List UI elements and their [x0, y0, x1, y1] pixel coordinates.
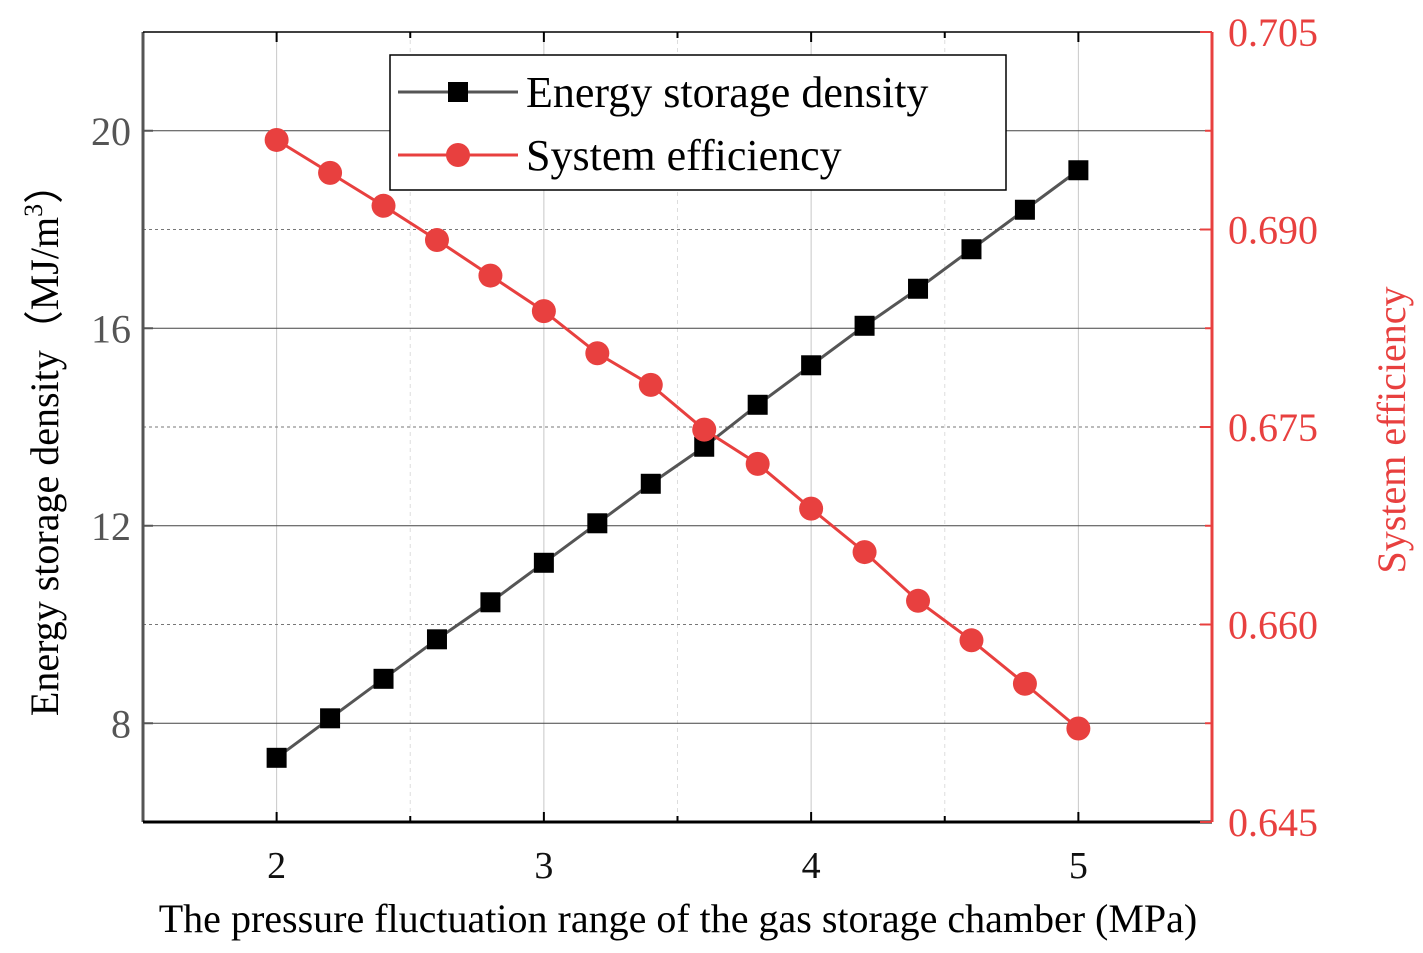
efficiency-point: [1066, 716, 1091, 741]
energy-density-point: [373, 668, 394, 689]
energy-density-line: [275, 169, 1080, 760]
right-tick-label: 0.660: [1228, 603, 1318, 648]
efficiency-point: [1012, 671, 1037, 696]
right-y-axis-label: System efficiency: [1369, 287, 1414, 574]
energy-density-point: [587, 513, 608, 534]
efficiency-point: [585, 341, 610, 366]
energy-density-point: [908, 278, 929, 299]
left-tick-label: 20: [91, 109, 131, 154]
efficiency-point: [264, 127, 289, 152]
energy-density-point: [266, 747, 287, 768]
efficiency-point: [371, 193, 396, 218]
left-tick-label: 16: [91, 306, 131, 351]
legend-marker-energy: [448, 82, 468, 102]
left-y-axis-label: Energy storage density（MJ/m3）: [19, 164, 67, 716]
right-tick-label: 0.675: [1228, 405, 1318, 450]
energy-density-point: [1014, 199, 1035, 220]
efficiency-point: [745, 451, 770, 476]
energy-density-point: [533, 552, 554, 573]
efficiency-point: [318, 160, 343, 185]
right-tick-label: 0.645: [1228, 800, 1318, 845]
efficiency-point: [692, 417, 717, 442]
legend-marker-efficiency: [446, 143, 470, 167]
legend-box: [389, 54, 1007, 191]
left-y-axis-label-main: Energy storage density（MJ/m: [22, 217, 67, 716]
energy-density-point: [747, 394, 768, 415]
efficiency-point: [478, 263, 503, 288]
left-tick-label: 8: [111, 701, 131, 746]
energy-density-point: [961, 239, 982, 260]
efficiency-point: [424, 228, 449, 253]
left-tick-label: 12: [91, 504, 131, 549]
efficiency-point: [906, 588, 931, 613]
left-y-axis-label-suffix: ）: [22, 164, 67, 204]
efficiency-point: [852, 540, 877, 565]
energy-density-point: [426, 629, 447, 650]
x-tick-label: 5: [1069, 845, 1088, 887]
energy-density-point: [320, 708, 341, 729]
legend-label-energy: Energy storage density: [526, 68, 928, 117]
right-tick-label: 0.705: [1228, 10, 1318, 55]
energy-density-point: [640, 473, 661, 494]
efficiency-point: [638, 372, 663, 397]
ticks: 2 3 4 5 8 12 16 20 0.645 0.660 0.675 0.690 0.705: [91, 10, 1318, 887]
efficiency-point: [959, 628, 984, 653]
right-tick-label: 0.690: [1228, 208, 1318, 253]
x-tick-label: 2: [267, 845, 286, 887]
series-lines: [275, 138, 1080, 760]
legend-label-efficiency: System efficiency: [526, 131, 842, 180]
x-axis-label: The pressure fluctuation range of the ga…: [159, 896, 1198, 941]
efficiency-line: [275, 138, 1080, 730]
energy-density-point: [1068, 160, 1089, 181]
energy-density-point: [801, 355, 822, 376]
energy-density-point: [480, 592, 501, 613]
energy-density-point: [694, 436, 715, 457]
efficiency-point: [531, 299, 556, 324]
efficiency-point: [799, 496, 824, 521]
x-tick-label: 3: [534, 845, 553, 887]
series-markers: [264, 127, 1091, 768]
energy-density-point: [854, 315, 875, 336]
left-y-axis-label-superscript: 3: [19, 204, 48, 217]
x-tick-label: 4: [802, 845, 821, 887]
legend: Energy storage density System efficiency: [389, 54, 1007, 191]
